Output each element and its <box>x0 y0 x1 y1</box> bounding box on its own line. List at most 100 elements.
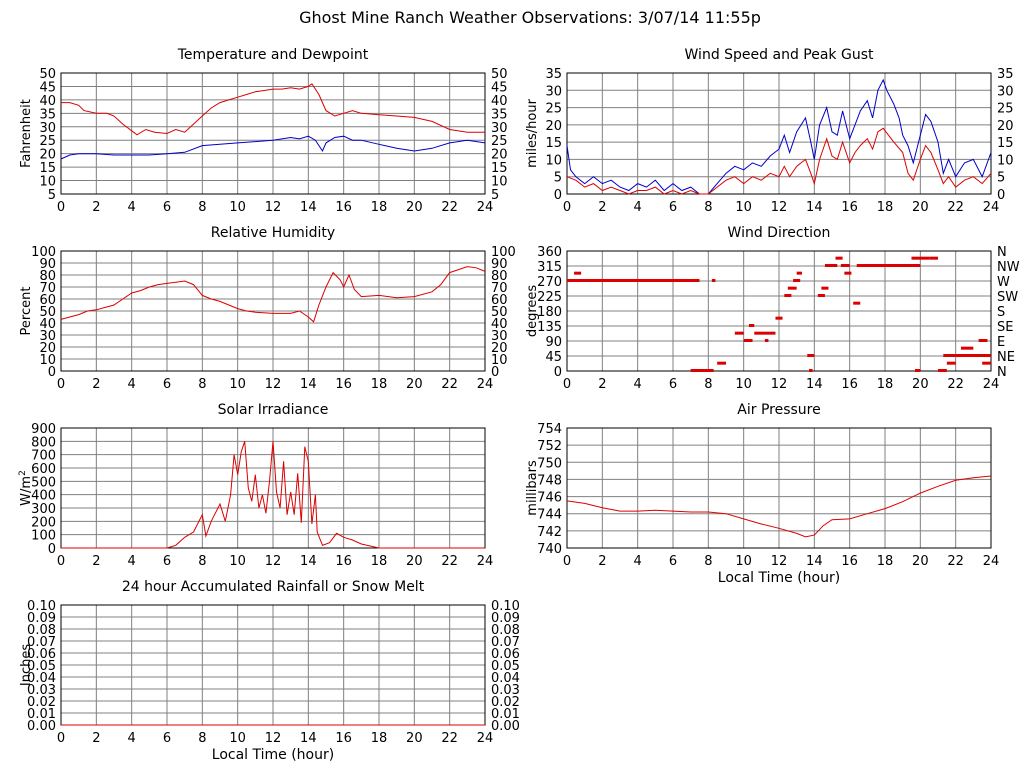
plot-frame <box>60 427 486 549</box>
x-tick-label: 10 <box>229 554 246 569</box>
wind-dir-mark <box>943 354 956 357</box>
x-tick-label: 18 <box>877 554 894 569</box>
wind-dir-mark <box>911 256 930 260</box>
x-tick-label: 24 <box>477 377 494 392</box>
x-tick-label: 2 <box>92 200 100 215</box>
y-tick-label-right: 5 <box>491 188 499 203</box>
series-line-0 <box>566 475 992 538</box>
y-tick-label-right: 70 <box>491 281 508 296</box>
y-tick-label-right: 10 <box>997 153 1014 168</box>
x-tick-label: 8 <box>198 731 206 746</box>
y-tick-label: 0 <box>554 365 562 380</box>
y-tick-label: 270 <box>537 275 562 290</box>
compass-label: NW <box>997 260 1020 275</box>
wind-dir-mark <box>784 294 792 297</box>
y-tick-label-right: 0.04 <box>491 671 520 686</box>
x-tick-label: 6 <box>163 731 171 746</box>
x-tick-label: 22 <box>441 554 458 569</box>
y-tick-label: 50 <box>39 67 56 82</box>
x-tick-label: 20 <box>406 731 423 746</box>
y-tick-label: 700 <box>31 449 56 464</box>
y-tick-label: 30 <box>545 84 562 99</box>
y-tick-label-right: 0.02 <box>491 695 520 710</box>
wind-dir-mark <box>793 279 801 282</box>
wind-dir-mark <box>807 354 815 357</box>
y-tick-label: 45 <box>545 350 562 365</box>
plot-frame <box>566 427 992 549</box>
x-tick-label: 6 <box>163 554 171 569</box>
y-tick-label: 754 <box>537 422 562 437</box>
y-tick-label: 200 <box>31 515 56 530</box>
x-tick-label: 14 <box>300 731 317 746</box>
x-tick-label: 4 <box>128 377 136 392</box>
x-tick-label: 6 <box>669 377 677 392</box>
x-tick-label: 0 <box>563 377 571 392</box>
x-tick-label: 16 <box>841 554 858 569</box>
x-tick-label: 2 <box>92 554 100 569</box>
x-tick-label: 10 <box>735 377 752 392</box>
wind-dir-mark <box>938 369 947 372</box>
chart-title: Wind Speed and Peak Gust <box>685 47 874 63</box>
y-tick-label: 740 <box>537 542 562 557</box>
y-tick-label: 600 <box>31 462 56 477</box>
y-tick-label-right: 0.09 <box>491 611 520 626</box>
y-tick-label-right: 30 <box>491 329 508 344</box>
y-tick-label-right: 5 <box>997 171 1005 186</box>
y-axis-label: miles/hour <box>525 98 540 167</box>
wind-dir-mark <box>915 369 921 372</box>
x-tick-label: 16 <box>841 377 858 392</box>
y-tick-label-right: 15 <box>997 136 1014 151</box>
x-tick-label: 8 <box>704 554 712 569</box>
y-tick-label: 15 <box>39 161 56 176</box>
chart-rain: 24 hour Accumulated Rainfall or Snow Mel… <box>19 579 520 763</box>
y-tick-label: 10 <box>39 353 56 368</box>
x-tick-label: 22 <box>441 200 458 215</box>
x-tick-label: 10 <box>229 200 246 215</box>
y-tick-label-right: 50 <box>491 67 508 82</box>
y-tick-label-right: 0 <box>491 365 499 380</box>
y-axis-label: degrees <box>525 285 540 338</box>
y-tick-label: 100 <box>31 529 56 544</box>
x-tick-label: 16 <box>335 554 352 569</box>
x-tick-label: 18 <box>371 554 388 569</box>
y-tick-label: 315 <box>537 260 562 275</box>
chart-title: Air Pressure <box>737 402 820 418</box>
x-tick-label: 0 <box>57 377 65 392</box>
wind-dir-mark <box>754 331 776 335</box>
y-tick-label: 30 <box>39 121 56 136</box>
chart-title: Relative Humidity <box>211 225 335 241</box>
wind-dir-mark <box>835 256 843 260</box>
wind-dir-mark <box>960 346 974 350</box>
x-tick-label: 8 <box>198 200 206 215</box>
x-tick-label: 18 <box>371 200 388 215</box>
y-tick-label: 746 <box>537 491 562 506</box>
x-tick-label: 10 <box>229 731 246 746</box>
y-tick-label: 90 <box>39 257 56 272</box>
wind-dir-mark <box>929 256 938 260</box>
wind-dir-mark <box>955 354 991 357</box>
wind-dir-mark <box>567 279 700 282</box>
y-tick-label: 80 <box>39 269 56 284</box>
x-tick-label: 24 <box>983 554 1000 569</box>
series-line-1 <box>60 135 486 160</box>
y-tick-label-right: 0 <box>997 188 1005 203</box>
y-tick-label: 0.02 <box>27 695 56 710</box>
wind-dir-mark <box>734 331 744 335</box>
y-tick-label-right: 25 <box>997 102 1014 117</box>
x-tick-label: 4 <box>634 554 642 569</box>
y-tick-label: 50 <box>39 305 56 320</box>
y-tick-label: 0.04 <box>27 671 56 686</box>
chart-title: Wind Direction <box>728 225 831 241</box>
x-tick-label: 24 <box>983 200 1000 215</box>
x-tick-label: 24 <box>983 377 1000 392</box>
y-tick-label: 0.08 <box>27 623 56 638</box>
compass-label: N <box>997 365 1007 380</box>
x-tick-label: 18 <box>877 200 894 215</box>
x-tick-label: 24 <box>477 200 494 215</box>
x-tick-label: 22 <box>947 554 964 569</box>
y-axis-label: Fahrenheit <box>19 99 34 168</box>
